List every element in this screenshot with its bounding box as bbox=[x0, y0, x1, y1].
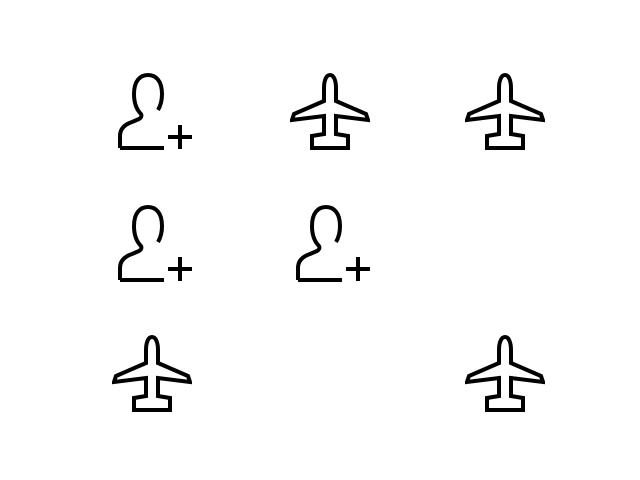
airplane-icon bbox=[112, 334, 192, 414]
add-user-icon bbox=[290, 204, 370, 284]
add-user-icon bbox=[112, 72, 192, 152]
add-user-icon bbox=[112, 204, 192, 284]
airplane-icon bbox=[290, 72, 370, 152]
airplane-icon bbox=[465, 72, 545, 152]
airplane-icon bbox=[465, 334, 545, 414]
